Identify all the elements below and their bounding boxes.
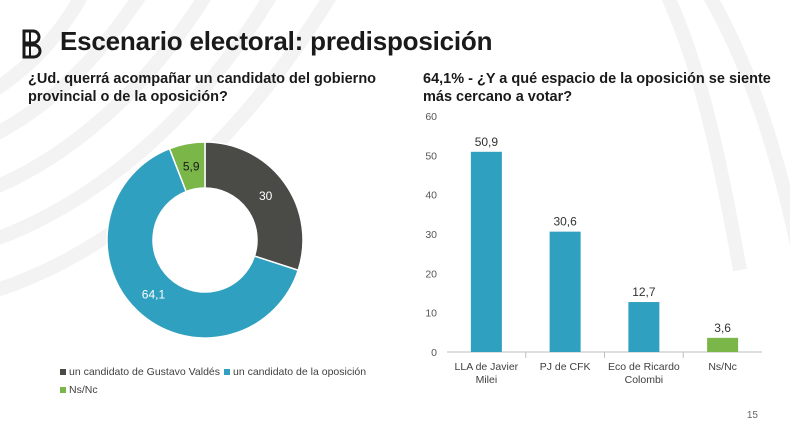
- donut-chart-title: ¿Ud. querrá acompañar un candidato del g…: [28, 71, 377, 105]
- y-tick-label: 0: [431, 347, 437, 359]
- x-category-label: PJ de CFK: [540, 361, 591, 373]
- bar: [470, 151, 502, 352]
- donut-chart: 30 64,1 5,9: [106, 141, 304, 339]
- bar-chart-title: 64,1% - ¿Y a qué espacio de la oposición…: [423, 71, 771, 105]
- legend-label: un candidato de Gustavo Valdés: [69, 366, 220, 378]
- x-category-line: Eco de Ricardo: [608, 361, 680, 373]
- donut-data-label: 5,9: [183, 159, 200, 173]
- company-logo: [22, 29, 42, 59]
- legend-item-nsnc: Ns/Nc: [60, 384, 98, 396]
- y-tick-label: 40: [425, 190, 437, 202]
- legend-swatch-blue: [224, 369, 230, 375]
- donut-data-label: 64,1: [142, 288, 166, 302]
- legend-swatch-dark: [60, 369, 66, 375]
- donut-slice: [106, 147, 300, 339]
- bar-data-label: 12,7: [632, 285, 656, 299]
- x-category-label: Ns/Nc: [708, 361, 737, 373]
- y-tick-label: 30: [425, 229, 437, 241]
- legend-item-gobierno: un candidato de Gustavo Valdés: [60, 366, 220, 378]
- x-category-line: LLA de Javier: [455, 361, 519, 373]
- legend-label: Ns/Nc: [69, 384, 98, 396]
- x-category-label: LLA de Javier Milei: [455, 361, 519, 386]
- y-tick-label: 20: [425, 268, 437, 280]
- legend-swatch-green: [60, 387, 66, 393]
- page-number: 15: [746, 410, 758, 421]
- x-category-line: Colombi: [625, 374, 664, 386]
- x-category-label: Eco de Ricardo Colombi: [608, 361, 680, 386]
- x-category-line: Milei: [476, 374, 498, 386]
- donut-slice: [204, 141, 304, 272]
- y-tick-label: 60: [425, 111, 437, 123]
- donut-legend: un candidato de Gustavo Valdés un candid…: [60, 366, 390, 402]
- legend-item-oposicion: un candidato de la oposición: [224, 366, 366, 378]
- bar-data-label: 50,9: [475, 135, 499, 149]
- y-tick-label: 10: [425, 308, 437, 320]
- legend-label: un candidato de la oposición: [233, 366, 367, 378]
- donut-slice: [168, 141, 206, 193]
- bar: [549, 231, 581, 352]
- page-title: Escenario electoral: predisposición: [60, 26, 493, 56]
- bar: [707, 337, 739, 352]
- bar-data-label: 30,6: [553, 215, 577, 229]
- donut-data-label: 30: [259, 189, 273, 203]
- bar: [628, 302, 660, 352]
- bar-data-label: 3,6: [714, 321, 731, 335]
- x-category-line: PJ de CFK: [540, 361, 591, 373]
- bar-chart: 0 10 20 30 40 50 60 50,9 LLA de Javier Milei 30,6 P…: [425, 111, 762, 386]
- x-category-line: Ns/Nc: [708, 361, 737, 373]
- y-tick-label: 50: [425, 150, 437, 162]
